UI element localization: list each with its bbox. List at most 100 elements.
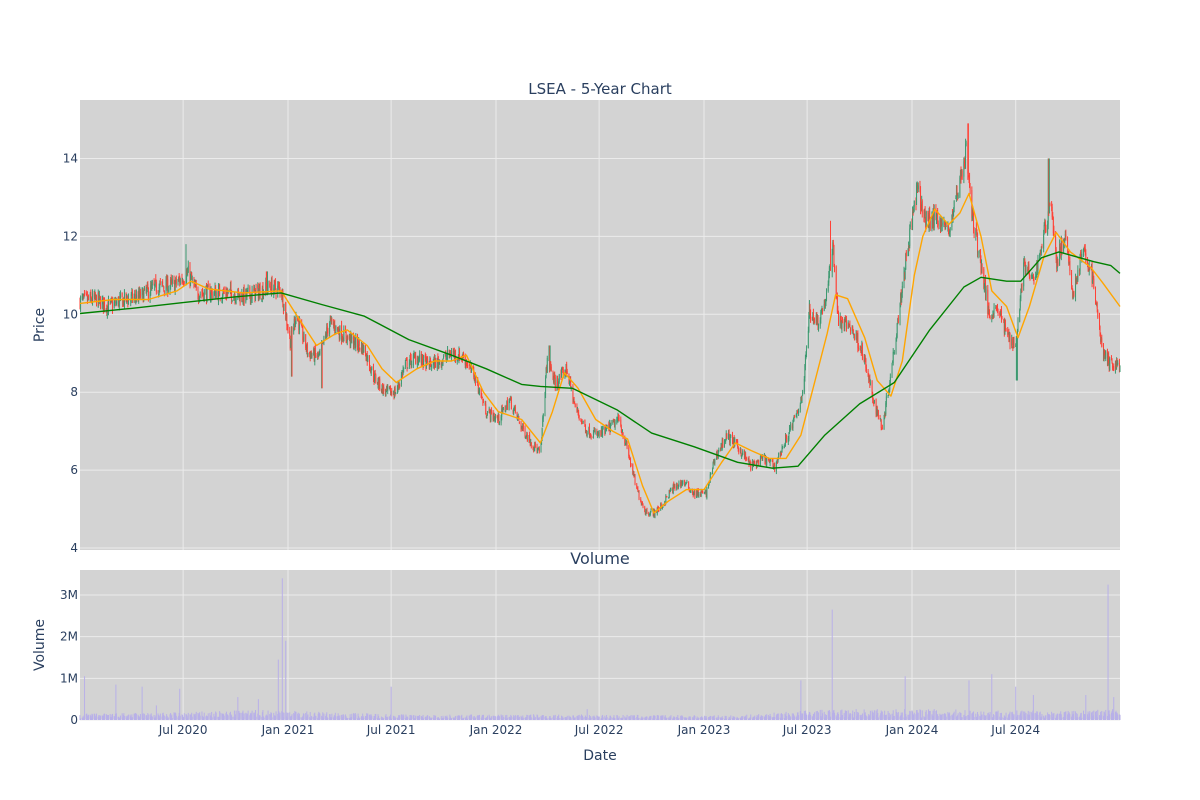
candle-body [789,428,790,433]
candle-body [732,443,734,447]
candle-body [1115,363,1117,369]
candle-body [828,267,830,278]
volume-bar [173,712,175,720]
volume-bar [294,712,296,720]
volume-bar [1084,714,1086,720]
candle-body [353,336,354,348]
volume-bar [393,715,395,720]
candle-body [581,420,583,422]
candle-body [143,286,145,291]
volume-bar [400,714,402,720]
volume-bar [566,715,568,720]
candle-body [889,377,891,384]
volume-bar [269,714,271,720]
volume-bar [289,716,291,720]
volume-bar [254,714,256,720]
candle-body [905,253,907,270]
volume-bar [953,711,955,720]
candle-body [1071,286,1073,289]
candle-body [271,280,273,295]
volume-bar [135,713,137,720]
volume-bar [1096,717,1098,720]
candle-body [701,491,703,492]
volume-bar [860,715,862,720]
candle-body [770,459,772,461]
volume-bar [649,716,651,720]
candle-body [358,340,360,347]
volume-bar [127,714,129,720]
volume-bar [803,710,805,720]
candle-body [1043,234,1045,249]
candle-body [290,329,292,340]
volume-bar [185,714,187,720]
candle-body [838,314,839,324]
volume-bar [396,717,398,720]
candle-body [565,371,566,374]
candle-body [698,494,700,496]
candle-body [736,441,738,443]
candle-body [869,377,871,385]
candle-body [347,336,349,339]
volume-bar [261,712,263,720]
volume-bar [1049,715,1051,720]
candle-body [102,297,104,301]
volume-bar [907,714,909,720]
candle-body [488,409,490,413]
volume-bar [560,718,562,720]
volume-bar [181,714,183,720]
candle-body [600,431,602,436]
candle-body [880,420,882,422]
volume-bar [221,713,223,720]
volume-bar [428,716,430,720]
volume-bar [1011,711,1013,720]
candle-body [345,332,347,340]
volume-bar [262,710,264,720]
volume-bar [989,714,991,720]
volume-bar [904,676,906,720]
volume-bar [645,717,647,720]
volume-bar [552,717,554,720]
candle-body [439,361,441,363]
candle-body [548,356,550,359]
candle-body [537,448,539,453]
candle-body [661,507,663,509]
volume-bar [576,716,578,720]
candle-body [1036,263,1038,271]
volume-bar [464,717,466,720]
candle-body [213,293,215,297]
volume-bar [681,715,683,720]
candle-body [1031,274,1033,279]
candle-body [665,496,667,497]
candle-body [179,278,181,285]
volume-bar [93,713,95,720]
volume-bar [880,710,882,720]
candle-body [929,218,931,229]
volume-bar [765,716,767,720]
candle-body [473,370,475,378]
candle-body [198,299,200,301]
candle-body [482,398,484,404]
volume-bar [299,717,301,720]
candle-body [669,489,671,492]
volume-bar [618,716,620,720]
candle-body [606,427,608,430]
volume-bar [924,717,926,720]
candle-body [692,492,694,496]
candle-body [135,294,137,299]
volume-bar [1009,711,1011,720]
volume-bar [170,716,172,720]
candle-body [456,359,458,361]
volume-bar [717,715,719,720]
candle-body [804,365,806,378]
candle-body [778,452,780,458]
volume-bar [1077,717,1079,720]
candle-body [1003,321,1005,333]
volume-bar [319,713,321,720]
volume-bar [482,715,484,720]
volume-bar [345,714,347,720]
volume-bar [461,714,463,720]
candle-body [1049,204,1051,206]
volume-bar [995,711,997,720]
volume-bar [831,609,833,720]
candle-body [493,416,495,419]
